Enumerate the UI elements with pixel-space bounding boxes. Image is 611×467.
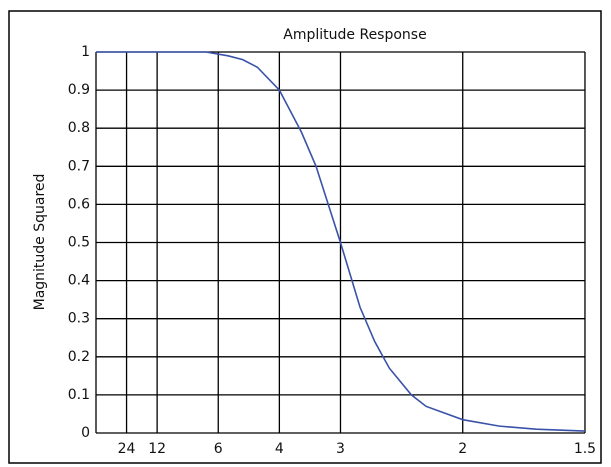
y-tick-label: 0.6 — [68, 196, 90, 212]
y-tick-label: 0.3 — [68, 311, 90, 327]
y-tick-label: 0.1 — [68, 387, 90, 403]
y-tick-label: 0.5 — [68, 235, 90, 251]
x-tick-label: 24 — [118, 441, 136, 457]
y-tick-label: 0.9 — [68, 82, 90, 98]
x-tick-label: 3 — [336, 441, 345, 457]
x-tick-label: 4 — [275, 441, 284, 457]
chart-title: Amplitude Response — [283, 27, 426, 43]
x-tick-label: 2 — [458, 441, 467, 457]
y-tick-label: 0.4 — [68, 273, 90, 289]
y-axis-label: Magnitude Squared — [32, 174, 48, 311]
frame — [8, 10, 602, 464]
y-tick-label: 0 — [81, 425, 90, 441]
x-tick-label: 12 — [148, 441, 166, 457]
y-tick-label: 0.2 — [68, 349, 90, 365]
y-tick-label: 0.8 — [68, 120, 90, 136]
y-tick-label: 1 — [81, 44, 90, 60]
line-series — [96, 51, 586, 432]
x-tick-label: 1.5 — [574, 441, 596, 457]
y-tick-label: 0.7 — [68, 158, 90, 174]
x-tick-label: 6 — [214, 441, 223, 457]
